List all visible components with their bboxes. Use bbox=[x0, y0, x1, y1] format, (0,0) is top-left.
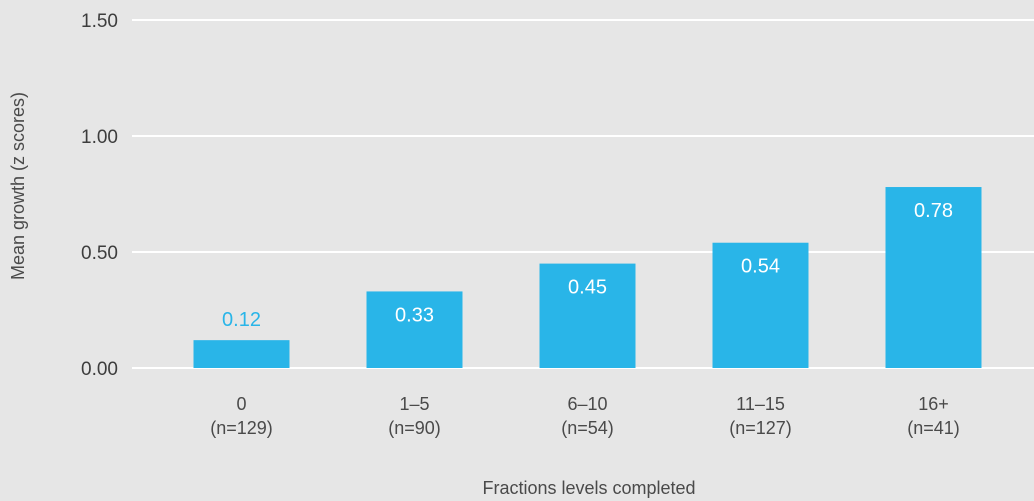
bar bbox=[712, 242, 809, 368]
x-category-n-label: (n=41) bbox=[907, 418, 960, 438]
x-category-label: 6–10 bbox=[567, 394, 607, 414]
bar bbox=[885, 187, 982, 368]
bar bbox=[193, 340, 290, 368]
y-tick-labels: 0.00 0.50 1.00 1.50 bbox=[81, 11, 118, 380]
y-tick-label: 0.50 bbox=[81, 243, 118, 264]
value-label: 0.45 bbox=[568, 277, 607, 299]
bars bbox=[193, 187, 982, 368]
x-category-label: 1–5 bbox=[399, 394, 429, 414]
bar bbox=[366, 291, 463, 368]
y-tick-label: 0.00 bbox=[81, 359, 118, 380]
bar bbox=[539, 263, 636, 368]
x-category-n-label: (n=54) bbox=[561, 418, 614, 438]
value-label: 0.54 bbox=[741, 256, 780, 278]
value-label: 0.33 bbox=[395, 304, 434, 326]
value-label: 0.78 bbox=[914, 200, 953, 222]
x-category-n-label: (n=127) bbox=[729, 418, 792, 438]
x-category-n-label: (n=129) bbox=[210, 418, 273, 438]
x-category-label: 16+ bbox=[918, 394, 949, 414]
x-category-label: 11–15 bbox=[736, 394, 785, 414]
x-category-label: 0 bbox=[236, 394, 246, 414]
y-tick-label: 1.50 bbox=[81, 11, 118, 32]
value-label: 0.12 bbox=[222, 309, 261, 331]
x-axis-title: Fractions levels completed bbox=[482, 478, 695, 498]
value-labels: 0.12 0.33 0.45 0.54 0.78 bbox=[222, 200, 953, 331]
y-axis-title: Mean growth (z scores) bbox=[8, 92, 28, 280]
x-category-labels: 0 (n=129) 1–5 (n=90) 6–10 (n=54) 11–15 (n=127) 1… bbox=[210, 394, 960, 438]
y-tick-label: 1.00 bbox=[81, 127, 118, 148]
x-category-n-label: (n=90) bbox=[388, 418, 441, 438]
